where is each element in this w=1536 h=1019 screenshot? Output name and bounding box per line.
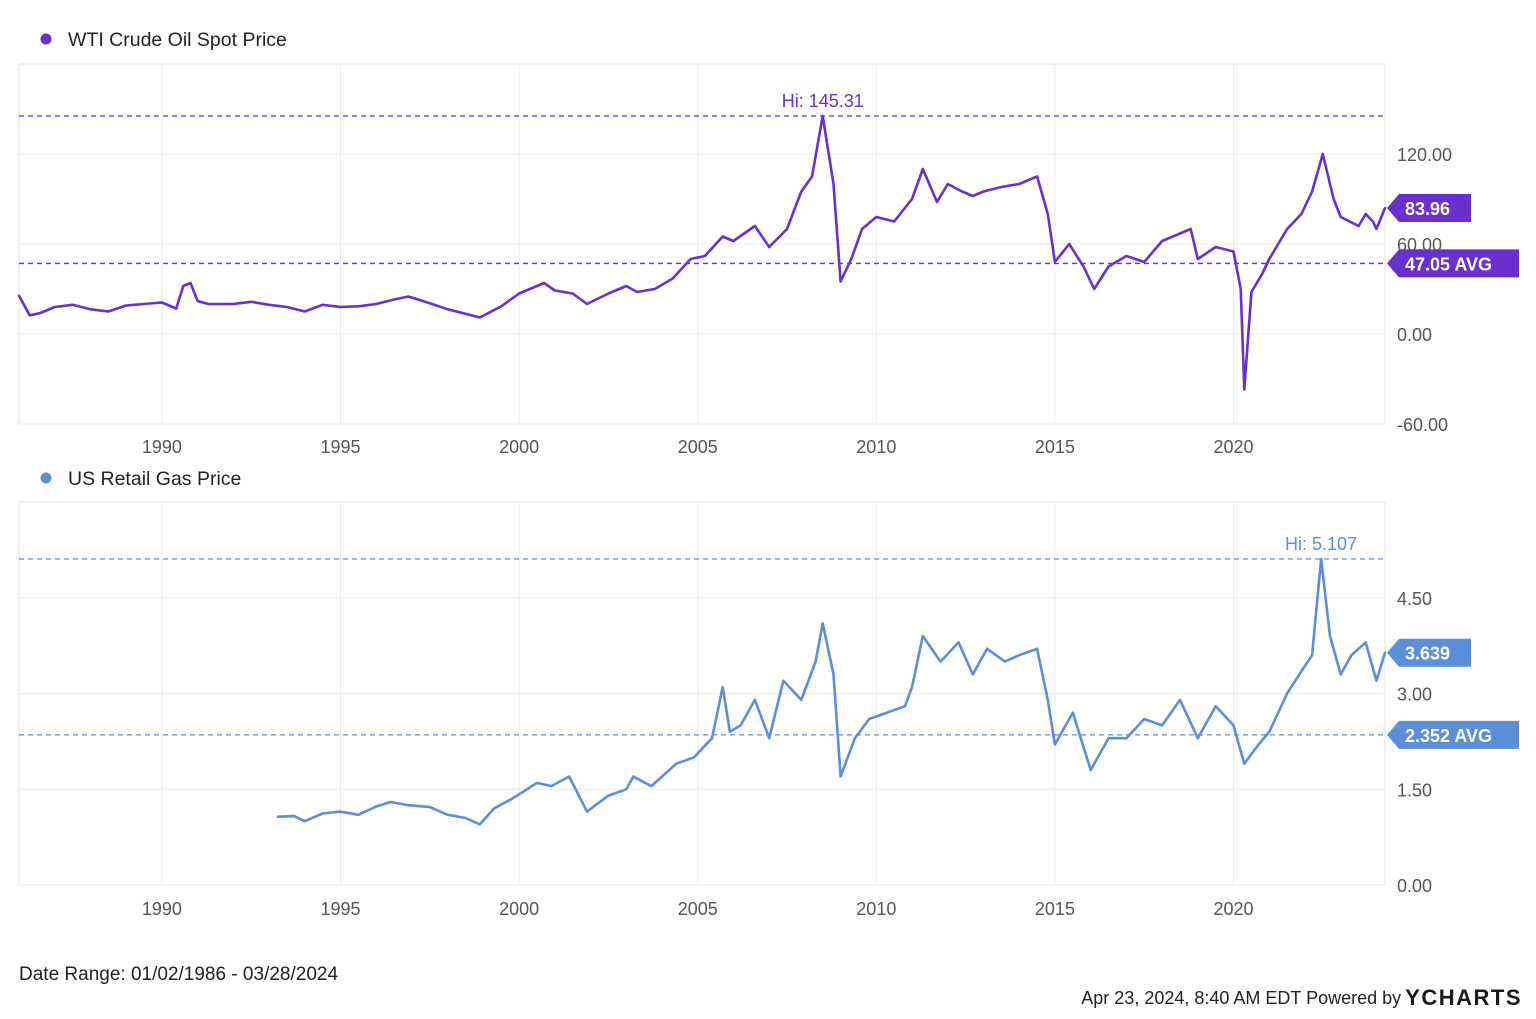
x-tick-label: 2000 xyxy=(499,437,539,457)
x-tick-label: 2015 xyxy=(1035,899,1075,919)
legend-marker xyxy=(40,472,52,484)
series-line xyxy=(276,557,1387,826)
x-tick-label: 2010 xyxy=(856,437,896,457)
y-tick-label: 0.00 xyxy=(1397,325,1432,345)
x-tick-label: 2010 xyxy=(856,899,896,919)
x-tick-label: 1990 xyxy=(142,899,182,919)
average-value-flag xyxy=(1387,249,1519,278)
x-tick-label: 2015 xyxy=(1035,437,1075,457)
high-label: Hi: 5.107 xyxy=(1285,534,1357,554)
high-label: Hi: 145.31 xyxy=(782,91,864,111)
average-value-label: 47.05 AVG xyxy=(1405,254,1492,274)
x-tick-label: 1995 xyxy=(320,437,360,457)
x-tick-label: 2020 xyxy=(1214,437,1254,457)
ycharts-logo-text: CHARTS xyxy=(1421,985,1522,1010)
date-range-label: Date Range: 01/02/1986 - 03/28/2024 xyxy=(19,964,339,985)
series-line xyxy=(17,114,1387,391)
average-value-label: 2.352 AVG xyxy=(1405,726,1492,746)
x-tick-label: 1990 xyxy=(142,437,182,457)
y-tick-label: 120.00 xyxy=(1397,145,1452,165)
last-value-label: 83.96 xyxy=(1405,199,1450,219)
ycharts-logo-y: Y xyxy=(1405,985,1422,1010)
last-value-flag xyxy=(1387,194,1471,223)
average-value-flag xyxy=(1387,720,1519,749)
y-tick-label: 4.50 xyxy=(1397,589,1432,609)
last-value-flag xyxy=(1387,638,1471,667)
y-tick-label: -60.00 xyxy=(1397,415,1448,435)
y-tick-label: 1.50 xyxy=(1397,780,1432,800)
footer-attribution: Apr 23, 2024, 8:40 AM EDT Powered by YCH… xyxy=(1081,985,1522,1011)
y-tick-label: 3.00 xyxy=(1397,685,1432,705)
timestamp-label: Apr 23, 2024, 8:40 AM EDT Powered by xyxy=(1081,987,1402,1008)
x-tick-label: 2005 xyxy=(678,437,718,457)
x-tick-label: 2020 xyxy=(1214,899,1254,919)
x-tick-label: 1995 xyxy=(320,899,360,919)
last-value-label: 3.639 xyxy=(1405,644,1450,664)
y-tick-label: 0.00 xyxy=(1397,876,1432,896)
x-tick-label: 2005 xyxy=(678,899,718,919)
legend-label: US Retail Gas Price xyxy=(68,468,241,490)
ycharts-logo[interactable]: YCHARTS xyxy=(1405,985,1522,1011)
x-tick-label: 2000 xyxy=(499,899,539,919)
chart-panel-2: 4.50 3.00 1.50 0.00 1990 1995 2000 2005 2010 2015… xyxy=(18,468,1519,919)
legend-label: WTI Crude Oil Spot Price xyxy=(68,29,287,51)
legend-marker xyxy=(40,33,52,45)
